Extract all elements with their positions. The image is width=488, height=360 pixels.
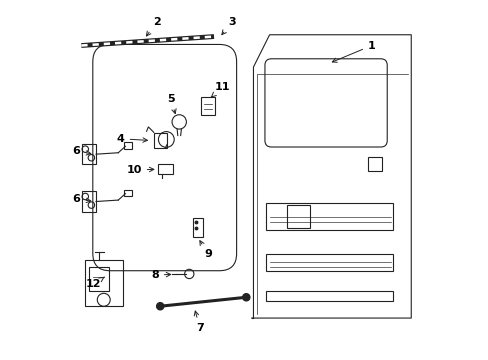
Circle shape — [242, 294, 249, 301]
Bar — [367, 157, 381, 171]
Bar — [193, 218, 203, 237]
Text: 7: 7 — [194, 311, 203, 333]
Text: 8: 8 — [151, 270, 170, 280]
Bar — [153, 133, 167, 148]
Bar — [88, 267, 109, 291]
Bar — [82, 144, 96, 164]
Text: 5: 5 — [167, 94, 176, 113]
Bar — [265, 203, 392, 230]
Bar — [158, 164, 173, 174]
Bar — [82, 192, 96, 212]
Bar — [201, 97, 215, 115]
Text: 9: 9 — [200, 241, 211, 259]
Text: 10: 10 — [126, 165, 154, 175]
Bar — [265, 291, 392, 301]
Bar — [265, 254, 392, 271]
Text: 1: 1 — [332, 41, 375, 62]
Text: 6: 6 — [73, 146, 91, 156]
Bar — [85, 260, 122, 306]
Bar — [123, 142, 131, 149]
Bar — [286, 205, 309, 228]
Text: 4: 4 — [117, 134, 147, 144]
Text: 2: 2 — [146, 17, 160, 36]
Bar — [123, 190, 131, 196]
Circle shape — [156, 303, 163, 310]
Text: 6: 6 — [73, 194, 91, 204]
Text: 11: 11 — [211, 82, 229, 97]
Text: 12: 12 — [86, 277, 104, 289]
Text: 3: 3 — [222, 17, 235, 35]
